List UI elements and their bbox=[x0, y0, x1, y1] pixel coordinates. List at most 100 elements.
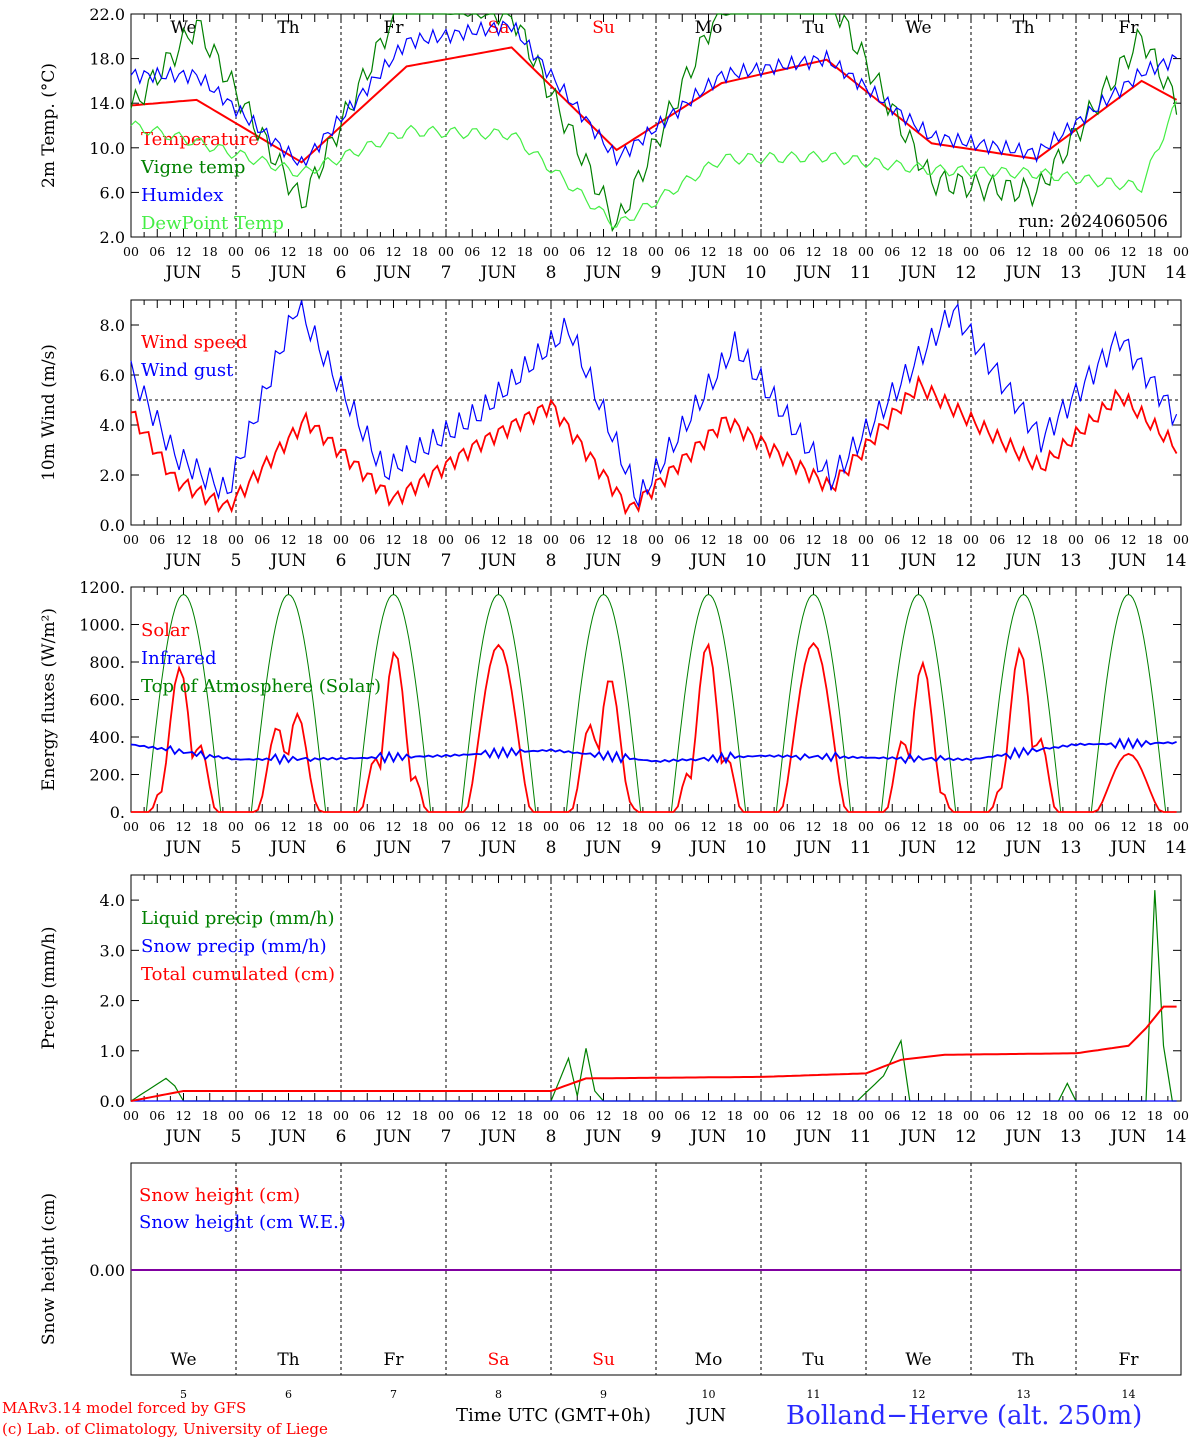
hour-tick-label: 18 bbox=[937, 819, 953, 834]
legend-entry: Liquid precip (mm/h) bbox=[141, 908, 335, 929]
hour-tick-label: 18 bbox=[1042, 819, 1058, 834]
date-day-label: 11 bbox=[850, 838, 872, 858]
date-day-label: 13 bbox=[1060, 838, 1082, 858]
weekday-label: Tu bbox=[802, 18, 824, 38]
hour-tick-label: 06 bbox=[1094, 1108, 1110, 1123]
date-month-label: JUN bbox=[1003, 551, 1041, 571]
y-tick-label: 0.0 bbox=[100, 1092, 125, 1111]
hour-tick-label: 00 bbox=[753, 1108, 769, 1123]
date-month-label: JUN bbox=[478, 263, 516, 283]
hour-tick-label: 12 bbox=[596, 819, 612, 834]
hour-tick-label: 18 bbox=[832, 819, 848, 834]
weekday-label: Tu bbox=[802, 1350, 824, 1370]
y-tick-label: 3.0 bbox=[100, 941, 125, 960]
hour-tick-label: 00 bbox=[1173, 1108, 1189, 1123]
date-month-label: JUN bbox=[268, 551, 306, 571]
hour-tick-label: 00 bbox=[963, 819, 979, 834]
date-day-label: 13 bbox=[1060, 1127, 1082, 1147]
hour-tick-label: 12 bbox=[596, 244, 612, 259]
weekday-label: Th bbox=[1012, 18, 1034, 38]
date-day-label: 14 bbox=[1165, 838, 1187, 858]
hour-tick-label: 18 bbox=[517, 1108, 533, 1123]
hour-tick-label: 18 bbox=[517, 532, 533, 547]
y-axis-title: Energy fluxes (W/m²) bbox=[39, 608, 59, 791]
hour-tick-label: 06 bbox=[884, 819, 900, 834]
date-day-label: 6 bbox=[336, 263, 347, 283]
hour-tick-label: 12 bbox=[596, 1108, 612, 1123]
hour-tick-label: 06 bbox=[569, 819, 585, 834]
y-tick-label: 2.0 bbox=[100, 466, 125, 485]
date-label: 12 bbox=[912, 1388, 926, 1401]
hour-tick-label: 18 bbox=[937, 1108, 953, 1123]
station-title: Bolland−Herve (alt. 250m) bbox=[786, 1401, 1143, 1431]
date-month-label: JUN bbox=[688, 263, 726, 283]
hour-tick-label: 12 bbox=[491, 244, 507, 259]
legend-entry: Temperature bbox=[141, 129, 259, 150]
hour-tick-label: 06 bbox=[359, 1108, 375, 1123]
date-month-label: JUN bbox=[1108, 263, 1146, 283]
date-month-label: JUN bbox=[478, 838, 516, 858]
hour-tick-label: 06 bbox=[254, 819, 270, 834]
legend-entry: Top of Atmosphere (Solar) bbox=[141, 676, 381, 697]
y-tick-label: 0.0 bbox=[100, 516, 125, 535]
date-day-label: 14 bbox=[1165, 263, 1187, 283]
hour-tick-label: 12 bbox=[491, 819, 507, 834]
date-day-label: 9 bbox=[651, 1127, 662, 1147]
date-month-label: JUN bbox=[793, 551, 831, 571]
date-label: 13 bbox=[1017, 1388, 1031, 1401]
hour-tick-label: 06 bbox=[989, 819, 1005, 834]
legend-entry: Total cumulated (cm) bbox=[141, 964, 335, 985]
hour-tick-label: 18 bbox=[727, 819, 743, 834]
hour-tick-label: 12 bbox=[701, 819, 717, 834]
credit-line-2: (c) Lab. of Climatology, University of L… bbox=[2, 1420, 328, 1438]
date-day-label: 8 bbox=[546, 263, 557, 283]
date-month-label: JUN bbox=[793, 838, 831, 858]
date-month-label: JUN bbox=[583, 263, 621, 283]
date-day-label: 12 bbox=[955, 1127, 977, 1147]
month-label: JUN bbox=[688, 1405, 727, 1426]
legend-entry: Snow height (cm W.E.) bbox=[139, 1212, 346, 1233]
date-month-label: JUN bbox=[163, 263, 201, 283]
date-month-label: JUN bbox=[373, 551, 411, 571]
date-month-label: JUN bbox=[268, 838, 306, 858]
hour-tick-label: 12 bbox=[281, 532, 297, 547]
weekday-label: Mo bbox=[695, 1350, 723, 1370]
hour-tick-label: 12 bbox=[806, 244, 822, 259]
date-month-label: JUN bbox=[373, 838, 411, 858]
hour-tick-label: 12 bbox=[386, 1108, 402, 1123]
hour-tick-label: 00 bbox=[858, 532, 874, 547]
hour-tick-label: 18 bbox=[202, 819, 218, 834]
hour-tick-label: 18 bbox=[307, 244, 323, 259]
series-line-2 bbox=[130, 300, 1178, 508]
date-month-label: JUN bbox=[478, 551, 516, 571]
hour-tick-label: 12 bbox=[491, 1108, 507, 1123]
hour-tick-label: 06 bbox=[464, 244, 480, 259]
weekday-label: Th bbox=[1012, 1350, 1034, 1370]
y-tick-label: 1200. bbox=[79, 578, 125, 597]
date-month-label: JUN bbox=[793, 1127, 831, 1147]
date-month-label: JUN bbox=[373, 1127, 411, 1147]
hour-tick-label: 06 bbox=[149, 819, 165, 834]
hour-tick-label: 18 bbox=[307, 532, 323, 547]
hour-tick-label: 12 bbox=[701, 532, 717, 547]
hour-tick-label: 00 bbox=[333, 1108, 349, 1123]
hour-tick-label: 00 bbox=[1173, 244, 1189, 259]
hour-tick-label: 00 bbox=[648, 244, 664, 259]
hour-tick-label: 06 bbox=[464, 819, 480, 834]
hour-tick-label: 12 bbox=[806, 532, 822, 547]
hour-tick-label: 06 bbox=[359, 819, 375, 834]
hour-tick-label: 18 bbox=[202, 244, 218, 259]
plot-frame bbox=[130, 299, 1182, 526]
hour-tick-label: 00 bbox=[438, 244, 454, 259]
date-day-label: 12 bbox=[955, 263, 977, 283]
weekday-label: Mo bbox=[695, 18, 723, 38]
hour-tick-label: 06 bbox=[989, 244, 1005, 259]
date-label: 11 bbox=[807, 1388, 821, 1401]
series-line-4 bbox=[130, 101, 1178, 229]
hour-tick-label: 06 bbox=[359, 532, 375, 547]
hour-tick-label: 00 bbox=[543, 244, 559, 259]
hour-tick-label: 06 bbox=[149, 532, 165, 547]
series-line-infrared bbox=[130, 736, 1177, 766]
